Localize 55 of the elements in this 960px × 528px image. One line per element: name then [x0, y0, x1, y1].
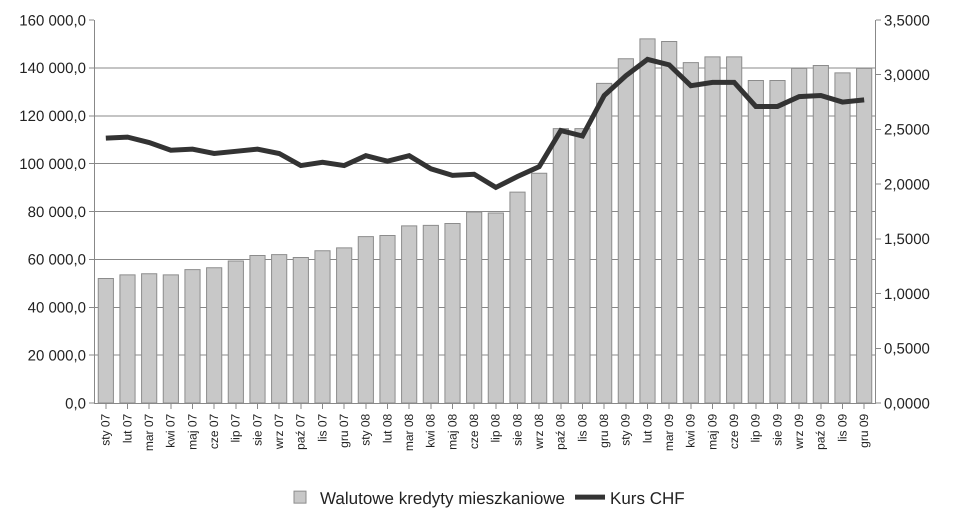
x-tick-label: lis 08 [575, 413, 590, 442]
y-tick-label: 160 000,0 [19, 12, 86, 30]
x-tick-label: sie 08 [510, 413, 524, 446]
y-tick-label: 120 000,0 [19, 108, 86, 125]
y2-tick-label: 3,0000 [884, 66, 930, 84]
x-tick-label: cze 07 [207, 413, 222, 450]
x-tick-label: kwi 07 [164, 413, 178, 448]
x-tick-label: paź 08 [554, 413, 568, 450]
legend-label: Kurs CHF [610, 488, 685, 508]
x-tick-label: lis 09 [835, 413, 850, 442]
x-tick-label: wrz 08 [532, 413, 546, 450]
x-tick-label: mar 09 [662, 413, 676, 452]
x-tick-label: sty 07 [98, 413, 113, 446]
x-tick-label: lip 07 [228, 413, 243, 442]
x-tick-label: paź 09 [814, 413, 828, 450]
x-tick-label: kwi 09 [684, 413, 698, 448]
y2-tick-label: 2,5000 [884, 122, 930, 139]
x-tick-label: maj 09 [705, 413, 720, 450]
y-tick-label: 80 000,0 [28, 204, 86, 221]
y2-tick-label: 2,0000 [884, 176, 930, 194]
x-tick-label: wrz 07 [272, 413, 286, 450]
y-tick-label: 40 000,0 [28, 300, 86, 316]
y-tick-label: 60 000,0 [28, 252, 86, 269]
x-tick-label: mar 08 [402, 413, 416, 452]
x-tick-label: gru 07 [337, 413, 352, 448]
x-tick-label: lut 08 [380, 413, 394, 444]
x-tick-label: wrz 09 [792, 413, 806, 450]
y-tick-label: 0,0 [65, 395, 86, 412]
x-tick-label: lip 09 [748, 413, 763, 442]
x-tick-label: gru 08 [597, 413, 612, 448]
y-tick-label: 140 000,0 [19, 60, 86, 78]
x-tick-label: gru 09 [857, 413, 872, 448]
x-tick-label: mar 07 [142, 413, 156, 452]
x-tick-label: sty 09 [618, 413, 633, 446]
x-tick-label: cze 08 [467, 413, 482, 450]
y-tick-label: 20 000,0 [28, 347, 86, 364]
x-tick-label: paź 07 [294, 413, 308, 450]
y2-tick-label: 1,5000 [884, 231, 930, 248]
y2-tick-label: 0,0000 [884, 395, 930, 412]
x-tick-label: cze 09 [727, 413, 742, 450]
y2-tick-label: 1,0000 [884, 286, 930, 303]
x-tick-label: maj 07 [185, 413, 200, 450]
y-tick-label: 100 000,0 [19, 156, 86, 173]
y2-tick-label: 0,5000 [884, 340, 930, 358]
x-tick-label: kwi 08 [424, 413, 438, 448]
x-tick-label: lut 09 [640, 413, 654, 444]
x-tick-label: lis 07 [315, 413, 330, 442]
legend-label: Walutowe kredyty mieszkaniowe [320, 488, 566, 508]
y2-tick-label: 3,5000 [884, 12, 930, 30]
x-tick-label: maj 08 [445, 413, 460, 450]
x-tick-label: sie 09 [770, 413, 784, 446]
x-tick-label: lip 08 [488, 413, 503, 442]
x-tick-label: sie 07 [250, 413, 264, 446]
x-tick-label: lut 07 [120, 413, 134, 444]
x-tick-label: sty 08 [358, 413, 373, 446]
